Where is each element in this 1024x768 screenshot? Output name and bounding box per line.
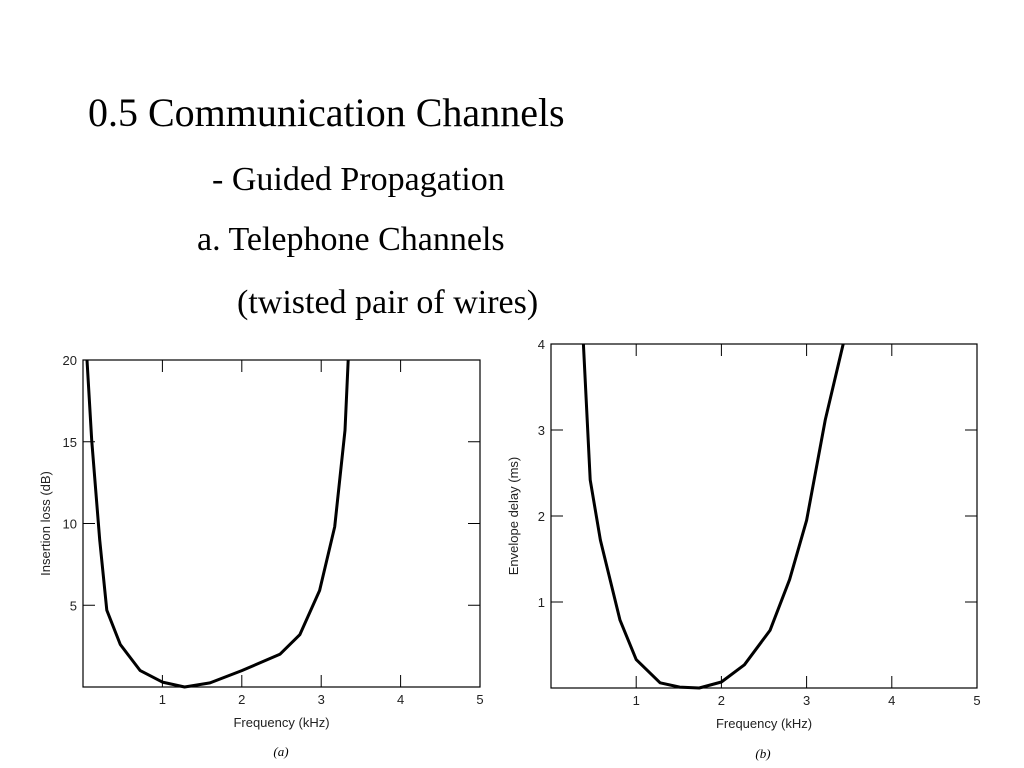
y-tick-label: 20: [63, 353, 77, 368]
plot-frame: [82, 359, 481, 688]
y-tick-label: 1: [538, 595, 545, 610]
chart-caption: (a): [273, 744, 288, 759]
x-tick-label: 2: [718, 693, 725, 708]
y-tick-label: 15: [63, 435, 77, 450]
y-tick-label: 4: [538, 337, 545, 352]
y-axis-label: Envelope delay (ms): [506, 457, 521, 576]
x-tick-label: 1: [633, 693, 640, 708]
slide-title: 0.5 Communication Channels: [88, 90, 565, 135]
y-tick-label: 10: [63, 517, 77, 532]
x-tick-label: 5: [973, 693, 980, 708]
x-tick-label: 2: [238, 692, 245, 707]
curve: [581, 343, 845, 690]
slide-subtitle: - Guided Propagation: [212, 161, 505, 198]
x-axis-label: Frequency (kHz): [233, 715, 329, 730]
slide-heading: a. Telephone Channels: [197, 221, 505, 258]
x-tick-label: 4: [888, 693, 895, 708]
x-axis-label: Frequency (kHz): [716, 716, 812, 731]
chart-caption: (b): [755, 746, 770, 761]
x-tick-label: 4: [397, 692, 404, 707]
slide-note: (twisted pair of wires): [237, 284, 538, 321]
x-tick-label: 3: [318, 692, 325, 707]
x-tick-label: 5: [476, 692, 483, 707]
curve: [85, 359, 350, 689]
y-tick-label: 5: [70, 598, 77, 613]
y-axis-label: Insertion loss (dB): [38, 471, 53, 576]
x-tick-label: 1: [159, 692, 166, 707]
x-tick-label: 3: [803, 693, 810, 708]
y-tick-label: 2: [538, 509, 545, 524]
y-tick-label: 3: [538, 423, 545, 438]
